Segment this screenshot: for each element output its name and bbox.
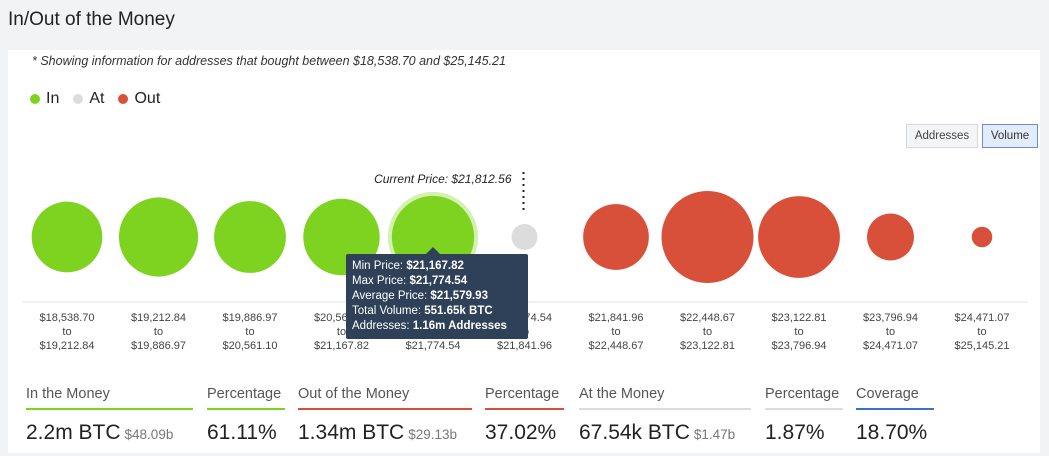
tooltip-row-min: Min Price: $21,167.82 (352, 260, 464, 272)
tick-label-to: to (886, 326, 895, 338)
legend-dot-at (73, 94, 84, 104)
bubble-out (867, 213, 914, 261)
legend-dot-out (118, 94, 129, 104)
tick-label-end: $22,448.67 (588, 340, 643, 352)
tick-label-from: $19,886.97 (222, 312, 277, 324)
legend-item-at[interactable]: At (73, 90, 104, 108)
range-note: * Showing information for addresses that… (32, 54, 506, 68)
tick-label-end: $25,145.21 (954, 340, 1009, 352)
bubble-out (758, 196, 840, 278)
stat-underline (207, 408, 285, 410)
volume-toggle-button[interactable]: Volume (982, 124, 1038, 148)
legend-label-at: At (89, 90, 105, 107)
legend-dot-in (30, 94, 40, 104)
tick-label-end: $20,561.10 (222, 340, 277, 352)
stat-underline (26, 408, 193, 410)
tick-label-to: to (611, 326, 620, 338)
stat-underline (485, 408, 564, 410)
tick-label-from: $23,122.81 (771, 312, 826, 324)
legend: In At Out (30, 90, 160, 108)
tooltip-pointer (426, 247, 440, 254)
legend-item-out[interactable]: Out (118, 90, 160, 108)
tick-label-to: to (794, 326, 803, 338)
tick-label-end: $21,167.82 (314, 340, 369, 352)
tick-label-end: $21,841.96 (497, 340, 552, 352)
tooltip-row-volume: Total Volume: 551.65k BTC (352, 305, 493, 317)
tick-label-to: to (62, 326, 71, 338)
tick-label-from: $21,841.96 (588, 312, 643, 324)
legend-label-out: Out (134, 90, 161, 107)
summary-stats: In the Money 2.2m BTC $48.09b Percentage … (8, 386, 1040, 456)
bucket-tooltip: Min Price: $21,167.82 Max Price: $21,774… (346, 254, 528, 339)
tick-label-from: $22,448.67 (680, 312, 735, 324)
tooltip-row-avg: Average Price: $21,579.93 (352, 290, 488, 302)
tooltip-row-addresses: Addresses: 1.16m Addresses (352, 320, 507, 332)
stat-out-of-the-money: Out of the Money 1.34m BTC $29.13b (298, 386, 472, 445)
tick-label-end: $19,886.97 (131, 340, 186, 352)
tick-label-end: $24,471.07 (863, 340, 918, 352)
tooltip-row-max: Max Price: $21,774.54 (352, 275, 468, 287)
stat-at-the-money: At the Money 67.54k BTC $1.47b (579, 386, 751, 445)
bubble-out (583, 204, 649, 270)
stat-at-percentage: Percentage 1.87% (765, 386, 843, 445)
tick-label-end: $23,122.81 (680, 340, 735, 352)
tick-label-to: to (703, 326, 712, 338)
tick-label-to: to (154, 326, 163, 338)
addresses-toggle-button[interactable]: Addresses (906, 124, 978, 148)
bubble-out (661, 191, 754, 283)
tick-label-end: $19,212.84 (39, 340, 94, 352)
bubble-in (31, 201, 103, 273)
stat-in-the-money: In the Money 2.2m BTC $48.09b (26, 386, 193, 445)
stat-underline (765, 408, 843, 410)
stat-in-percentage: Percentage 61.11% (207, 386, 285, 445)
tick-label-from: $19,212.84 (131, 312, 186, 324)
tick-label-end: $23,796.94 (771, 340, 826, 352)
page-title: In/Out of the Money (8, 9, 175, 30)
stat-underline (579, 408, 751, 410)
bubble-in (118, 197, 199, 277)
stat-out-percentage: Percentage 37.02% (485, 386, 564, 445)
bubble-in (214, 201, 286, 273)
chart-panel: * Showing information for addresses that… (8, 50, 1040, 453)
tick-label-to: to (977, 326, 986, 338)
tick-label-from: $23,796.94 (863, 312, 918, 324)
tick-label-to: to (337, 326, 346, 338)
bubble-out (971, 226, 993, 248)
current-price-label: Current Price: $21,812.56 (374, 172, 512, 186)
tick-label-from: $18,538.70 (39, 312, 94, 324)
stat-coverage: Coverage 18.70% (856, 386, 934, 445)
stat-underline (856, 408, 934, 410)
tick-label-end: $21,774.54 (405, 340, 460, 352)
legend-label-in: In (46, 90, 60, 107)
legend-item-in[interactable]: In (30, 90, 59, 108)
tick-label-from: $24,471.07 (954, 312, 1009, 324)
tick-label-to: to (245, 326, 254, 338)
stat-underline (298, 408, 472, 410)
bubble-at (511, 223, 538, 251)
